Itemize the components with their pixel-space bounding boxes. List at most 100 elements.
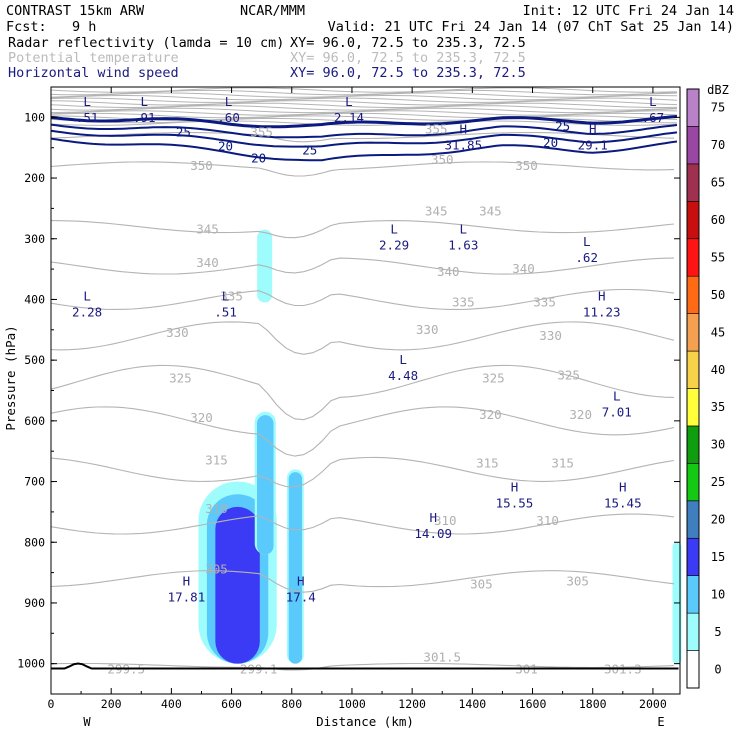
colorbar-swatch [686, 650, 700, 689]
theta-contour-line [50, 570, 675, 593]
extremum-type: L [390, 222, 398, 237]
wind-contour-label: 25 [302, 143, 317, 158]
extremum-marker: L.62 [575, 234, 598, 265]
extremum-type: H [460, 121, 468, 136]
field-xy-wind: XY= 96.0, 72.5 to 235.3, 72.5 [290, 65, 526, 81]
extremum-type: L [460, 222, 468, 237]
theta-contour-line [50, 513, 675, 535]
colorbar-level-label: 35 [711, 400, 725, 414]
theta-contour-label: 320 [569, 407, 592, 422]
extremum-marker: L.60 [217, 94, 240, 125]
extremum-marker: H15.55 [496, 480, 534, 511]
extremum-marker: H15.45 [604, 480, 642, 511]
theta-contour-layer [50, 87, 678, 671]
colorbar-level-label: 0 [714, 662, 721, 676]
extremum-value: 11.23 [583, 304, 621, 319]
reflectivity-band [257, 415, 274, 555]
theta-contour-label: 345 [196, 222, 219, 237]
x-end-label-west: W [83, 715, 91, 729]
field-xy-reflectivity: XY= 96.0, 72.5 to 235.3, 72.5 [290, 35, 526, 51]
extremum-marker: L.91 [133, 94, 156, 125]
y-tick-label: 900 [24, 596, 45, 610]
colorbar-swatch [686, 388, 700, 427]
colorbar-swatch [686, 500, 700, 539]
extremum-type: H [429, 510, 437, 525]
x-tick-label: 1000 [338, 697, 366, 711]
colorbar-swatch [686, 463, 700, 502]
theta-contour-line [50, 406, 675, 457]
extremum-type: L [83, 288, 91, 303]
extremum-value: 15.55 [496, 496, 534, 511]
theta-contour-line [50, 105, 678, 111]
extremum-value: 7.01 [602, 405, 632, 420]
extremum-marker: H17.81 [168, 574, 206, 605]
colorbar-swatch [686, 201, 700, 240]
field-xy-theta: XY= 96.0, 72.5 to 235.3, 72.5 [290, 50, 526, 66]
theta-contour-line [50, 87, 678, 93]
colorbar-level-label: 15 [711, 550, 725, 564]
theta-contour-line [50, 97, 678, 103]
colorbar-unit: dBZ [707, 83, 729, 97]
extremum-value: 2.28 [72, 304, 102, 319]
y-tick-label: 700 [24, 475, 45, 489]
theta-contour-line [50, 92, 678, 98]
theta-contour-label: 305 [205, 562, 228, 577]
y-tick-label: 100 [24, 110, 45, 124]
theta-contour-line [50, 161, 675, 177]
extremum-type: L [345, 94, 353, 109]
wind-contour-label: 20 [543, 135, 558, 150]
theta-contour-label: 355 [425, 121, 448, 136]
extremum-type: L [225, 94, 233, 109]
theta-contour-line [50, 100, 678, 106]
colorbar-swatch [686, 425, 700, 464]
extremum-marker: L4.48 [388, 352, 418, 383]
extremum-marker: L1.63 [448, 222, 478, 253]
extremum-marker: L2.29 [379, 222, 409, 253]
extremum-value: 15.45 [604, 496, 642, 511]
extremum-marker: L.67 [642, 94, 665, 125]
theta-contour-line [50, 364, 675, 421]
theta-contour-label: 305 [470, 577, 493, 592]
theta-contour-label: 315 [205, 452, 228, 467]
theta-contour-label: 315 [476, 455, 499, 470]
extremum-value: .91 [133, 110, 156, 125]
extremum-marker: L.51 [214, 288, 237, 319]
colorbar-level-label: 75 [711, 101, 725, 115]
y-tick-label: 300 [24, 232, 45, 246]
reflectivity-cell [254, 411, 276, 555]
extremum-type: L [649, 94, 657, 109]
y-tick-label: 800 [24, 535, 45, 549]
theta-contour-label: 340 [196, 255, 219, 270]
colorbar: 0 5 10 15 20 25 30 35 40 45 50 55 60 65 70 75 [686, 88, 725, 689]
colorbar-swatch [686, 88, 700, 127]
colorbar-swatch [686, 238, 700, 277]
colorbar-level-label: 60 [711, 213, 725, 227]
extremum-value: .51 [214, 304, 237, 319]
colorbar-swatch [686, 313, 700, 352]
plot-frame [50, 86, 681, 695]
theta-contour-line [50, 120, 678, 126]
wind-contour-label: 25 [555, 118, 570, 133]
extremum-marker: H14.09 [414, 510, 452, 541]
y-tick-label: 1000 [17, 657, 45, 671]
header-org: NCAR/MMM [240, 3, 305, 19]
colorbar-level-label: 30 [711, 438, 725, 452]
theta-contour-label: 325 [169, 370, 192, 385]
extremum-value: 17.81 [168, 590, 206, 605]
wind-contour-layer [50, 115, 678, 162]
reflectivity-band [288, 472, 302, 664]
theta-contour-label: 315 [551, 455, 574, 470]
extremum-type: L [583, 234, 591, 249]
theta-contour-label: 345 [425, 203, 448, 218]
extremum-marker: H31.85 [444, 121, 482, 152]
field-name-theta: Potential temperature [8, 50, 179, 66]
extremum-type: L [83, 94, 91, 109]
header-valid: Valid: 21 UTC Fri 24 Jan 14 (07 ChT Sat … [328, 19, 734, 35]
theta-contour-label: 335 [220, 288, 243, 303]
y-tick-label: 500 [24, 353, 45, 367]
x-axis-label: Distance (km) [316, 714, 414, 729]
theta-contour-line [50, 132, 675, 143]
extremum-type: H [511, 480, 519, 495]
